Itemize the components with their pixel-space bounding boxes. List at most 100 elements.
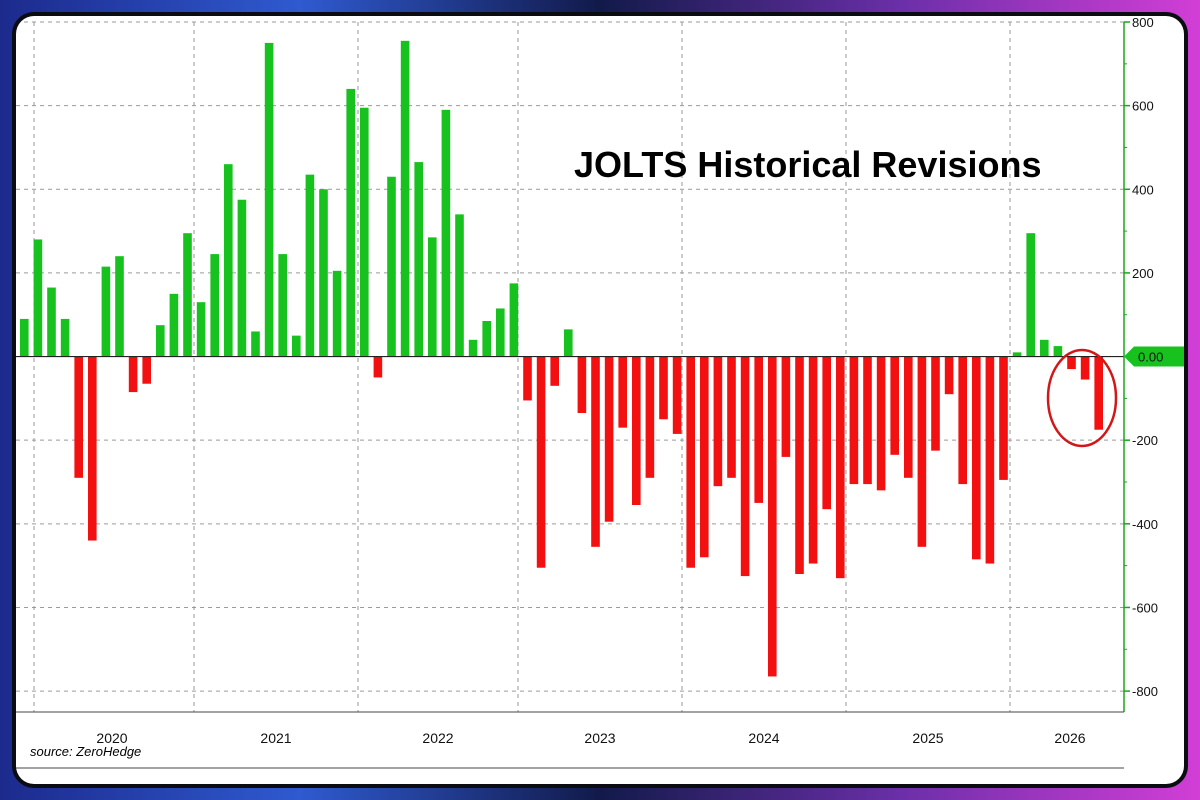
bar <box>727 356 736 478</box>
bar <box>128 356 138 393</box>
bar <box>523 356 532 401</box>
bar <box>210 254 219 357</box>
y-tick-label: 600 <box>1132 99 1154 114</box>
bar <box>713 356 723 487</box>
y-tick-label: -400 <box>1132 517 1158 532</box>
bar <box>958 356 967 485</box>
bar <box>88 356 97 541</box>
bar <box>101 266 111 357</box>
bar <box>387 176 396 357</box>
bar <box>564 329 573 357</box>
bar <box>577 356 587 413</box>
bar <box>1040 339 1049 357</box>
bar <box>305 174 315 357</box>
bar <box>496 308 505 357</box>
bar <box>20 318 29 357</box>
bar <box>931 356 940 451</box>
bar <box>632 356 641 505</box>
bar <box>156 325 165 357</box>
bar <box>400 40 410 357</box>
bar <box>1026 233 1035 357</box>
bar <box>142 356 151 384</box>
x-tick-label: 2021 <box>260 730 291 746</box>
bar <box>645 356 655 478</box>
y-tick-label: -800 <box>1132 684 1158 699</box>
y-tick-label: 800 <box>1132 16 1154 30</box>
bar <box>33 239 43 357</box>
bar <box>604 356 614 522</box>
bar <box>428 237 437 357</box>
x-tick-label: 2020 <box>96 730 127 746</box>
bar <box>822 356 831 510</box>
bar <box>360 107 369 357</box>
y-tick-label: -200 <box>1132 433 1158 448</box>
bar <box>917 356 927 547</box>
x-tick-label: 2025 <box>912 730 943 746</box>
bar <box>1053 346 1063 357</box>
bar <box>196 302 206 357</box>
bar <box>591 356 600 547</box>
source-note: source: ZeroHedge <box>30 744 142 759</box>
bar <box>292 335 301 357</box>
bar <box>618 356 627 428</box>
bar <box>985 356 995 564</box>
bar <box>686 356 695 568</box>
bar <box>468 339 478 357</box>
highlight-circle <box>1046 348 1118 448</box>
bar <box>768 356 777 677</box>
bar <box>509 283 519 357</box>
bar <box>373 356 383 378</box>
bar <box>346 88 355 357</box>
last-value-marker <box>1124 346 1184 367</box>
bar <box>319 189 328 357</box>
bar <box>781 356 791 457</box>
bar <box>74 356 83 478</box>
bar <box>482 321 491 357</box>
x-tick-label: 2024 <box>748 730 779 746</box>
bar <box>972 356 981 560</box>
bar <box>836 356 845 579</box>
bar <box>1067 356 1076 370</box>
x-tick-label: 2023 <box>584 730 615 746</box>
bar <box>183 233 192 357</box>
bar <box>237 199 247 357</box>
bar <box>536 356 546 568</box>
y-tick-label: -600 <box>1132 600 1158 615</box>
y-tick-label: 400 <box>1132 182 1154 197</box>
bar <box>455 214 464 357</box>
bar <box>1012 352 1022 357</box>
bar <box>278 254 287 357</box>
bar <box>904 356 913 478</box>
chart-title: JOLTS Historical Revisions <box>574 144 1042 185</box>
x-tick-label: 2026 <box>1054 730 1085 746</box>
bar <box>1094 356 1103 430</box>
bar <box>441 109 451 357</box>
bar <box>849 356 859 485</box>
bar <box>47 287 56 357</box>
bar <box>808 356 818 564</box>
bar <box>863 356 872 485</box>
bar <box>659 356 668 420</box>
bar <box>414 162 423 357</box>
bar <box>224 164 233 357</box>
bar <box>60 318 70 357</box>
bar <box>169 293 179 357</box>
bar <box>944 356 954 395</box>
bar <box>890 356 899 455</box>
bar <box>795 356 804 574</box>
bar <box>754 356 763 503</box>
bar <box>1080 356 1090 380</box>
bar <box>672 356 682 434</box>
bar <box>740 356 750 577</box>
bar <box>115 256 124 357</box>
bar <box>999 356 1008 480</box>
x-tick-label: 2022 <box>422 730 453 746</box>
bar <box>332 270 342 357</box>
bar <box>700 356 709 558</box>
bar <box>550 356 559 386</box>
bar <box>876 356 886 491</box>
bar <box>264 42 274 357</box>
chart-frame: 800 600 400 200 -200 -400 -600 -800 0.00 2020 2021… <box>12 12 1188 788</box>
last-value-label: 0.00 <box>1138 350 1163 365</box>
bar-chart: 800 600 400 200 -200 -400 -600 -800 0.00 2020 2021… <box>16 16 1184 769</box>
